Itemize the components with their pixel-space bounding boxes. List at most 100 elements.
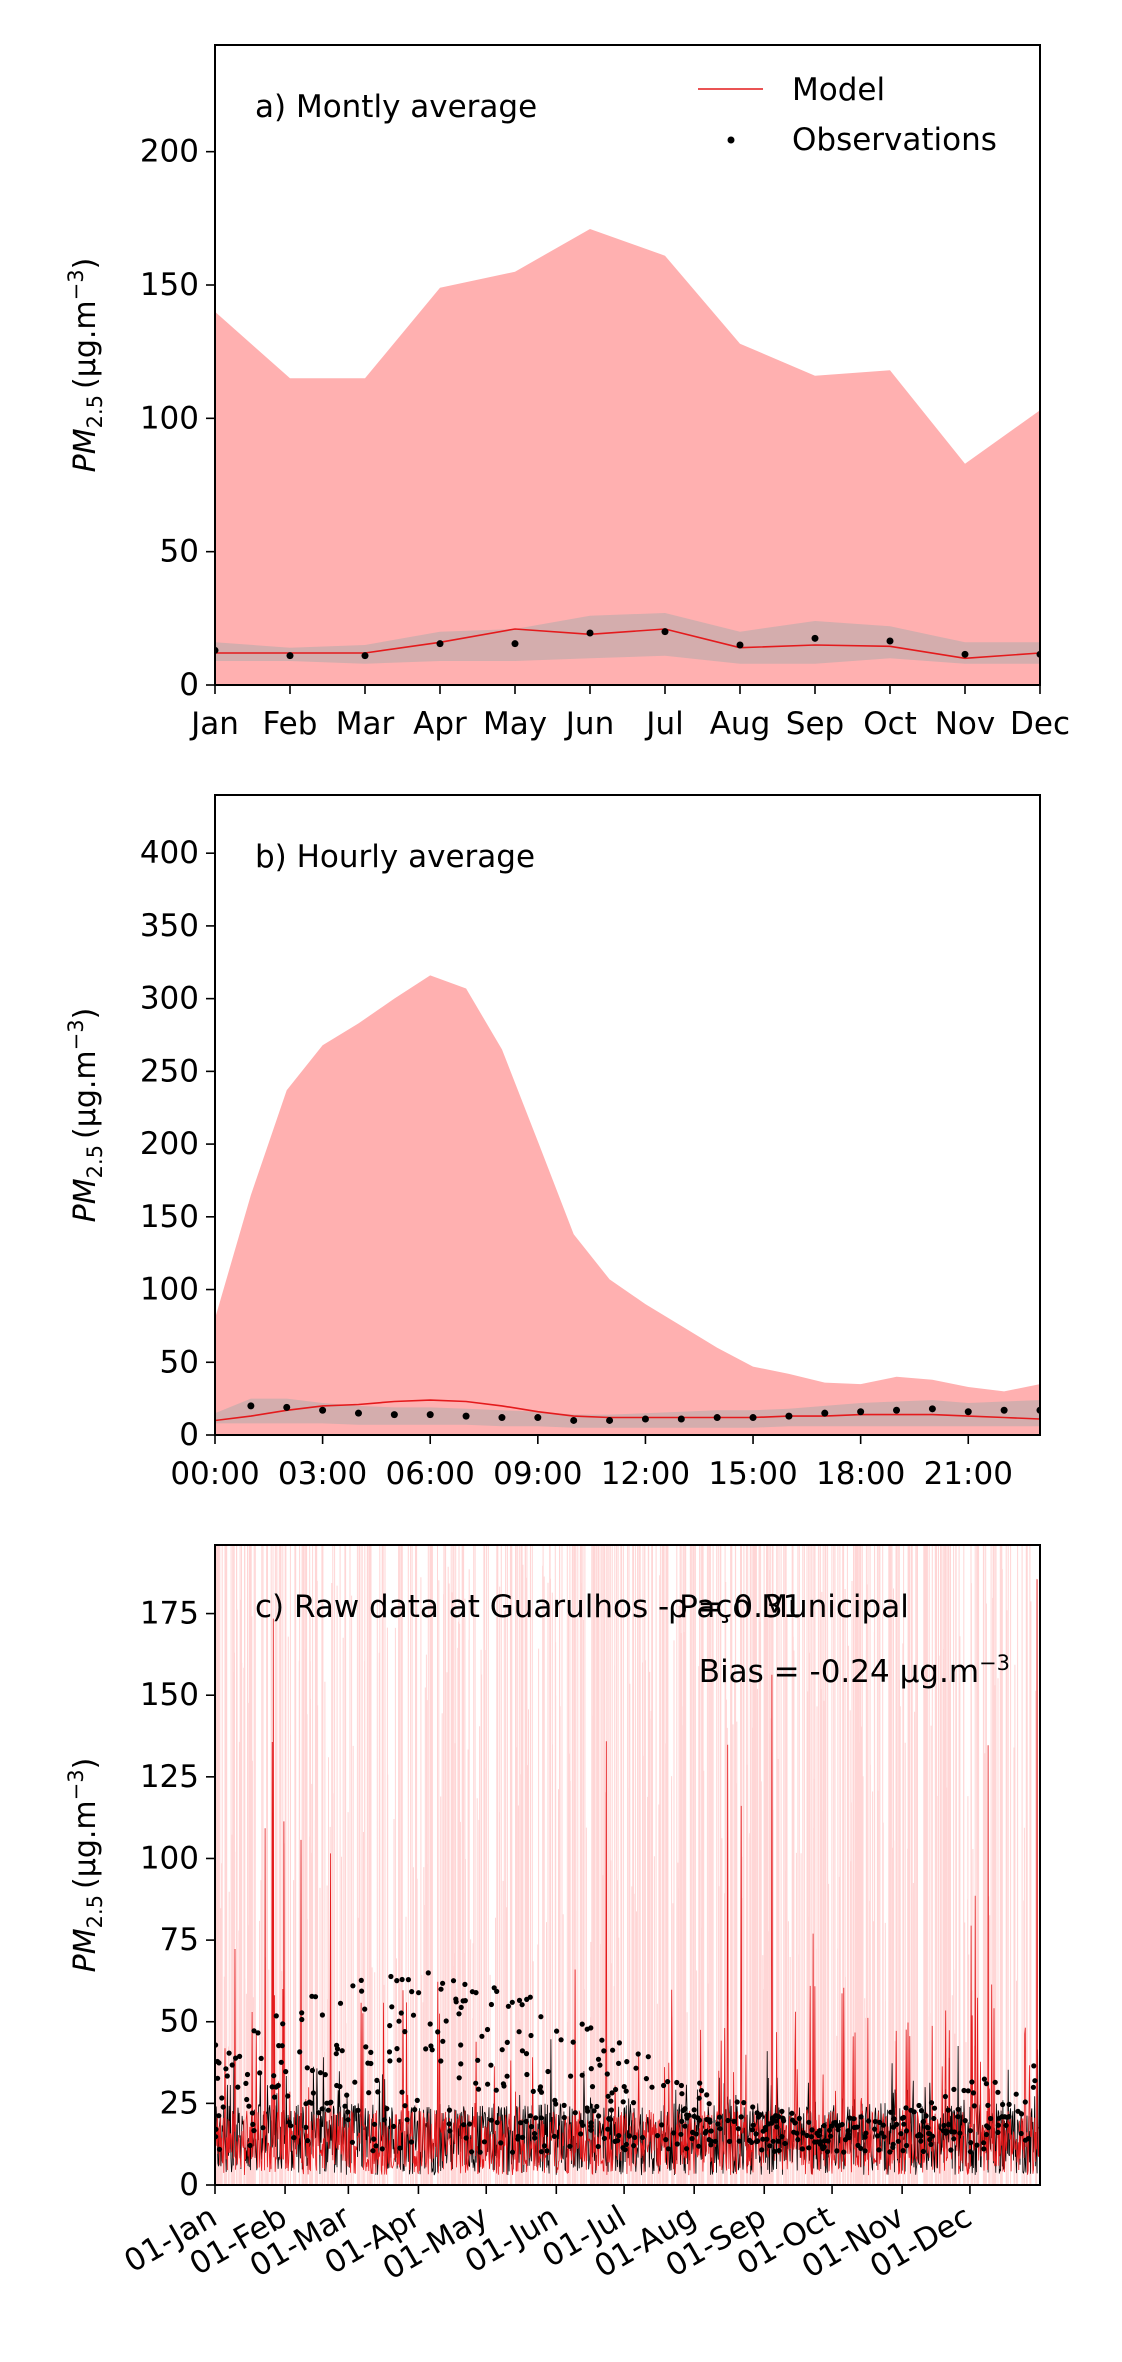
observation-raw-point xyxy=(229,2062,235,2068)
y-tick-label: 350 xyxy=(140,908,199,944)
observation-raw-point xyxy=(220,2104,226,2110)
observation-raw-point xyxy=(858,2114,864,2120)
observation-raw-point xyxy=(456,2075,462,2081)
observation-raw-point xyxy=(970,2090,977,2096)
observation-raw-point xyxy=(601,2048,607,2054)
observation-raw-point xyxy=(825,2138,831,2144)
observation-raw-point xyxy=(717,2126,723,2132)
observation-raw-point xyxy=(1032,2078,1038,2084)
observation-point xyxy=(661,628,669,636)
observation-raw-point xyxy=(523,2118,529,2124)
observation-raw-point xyxy=(440,2038,446,2044)
observation-raw-point xyxy=(715,2121,721,2127)
observation-raw-point xyxy=(620,2099,626,2105)
observation-raw-point xyxy=(423,2046,429,2052)
observation-raw-point xyxy=(1018,2130,1024,2137)
observation-raw-point xyxy=(469,2149,475,2155)
observation-raw-point xyxy=(438,2058,444,2064)
observation-raw-point xyxy=(876,2147,882,2153)
observation-raw-point xyxy=(255,2030,261,2036)
observation-raw-point xyxy=(604,2071,610,2077)
monthly-y-axis-label: PM2.5 (μg.m−3) xyxy=(64,258,107,473)
y-tick-label: 150 xyxy=(140,267,199,303)
y-tick-label: 0 xyxy=(179,1417,199,1453)
ylabel-close: ) xyxy=(68,258,103,270)
observation-raw-point xyxy=(291,2135,297,2141)
observation-raw-point xyxy=(344,2092,350,2098)
observation-raw-point xyxy=(399,1976,405,1983)
hourly-y-axis-label: PM2.5 (μg.m−3) xyxy=(64,1008,107,1223)
observation-raw-point xyxy=(243,2080,249,2086)
observation-raw-point xyxy=(835,2127,841,2133)
observation-raw-point xyxy=(890,2141,896,2147)
observation-raw-point xyxy=(965,2088,971,2094)
observation-raw-point xyxy=(285,2093,291,2099)
observation-raw-point xyxy=(702,2130,708,2136)
observation-raw-point xyxy=(488,2117,495,2123)
legend: Model Observations xyxy=(698,72,997,158)
observation-point xyxy=(570,1416,578,1424)
observation-raw-point xyxy=(851,2124,858,2131)
observation-raw-point xyxy=(726,2138,733,2144)
observation-raw-point xyxy=(697,2080,703,2086)
x-tick-label: Jun xyxy=(564,706,614,742)
observation-raw-point xyxy=(337,2083,343,2090)
observation-raw-point xyxy=(273,2013,279,2019)
observation-raw-point xyxy=(438,1986,444,1992)
observation-point xyxy=(498,1414,506,1422)
observation-point xyxy=(511,640,519,648)
bias-exp: −3 xyxy=(979,1651,1010,1675)
observation-raw-point xyxy=(678,2131,684,2137)
observation-raw-point xyxy=(931,2105,938,2111)
observation-raw-point xyxy=(257,2070,263,2076)
observation-raw-point xyxy=(749,2127,756,2133)
observation-raw-point xyxy=(371,2121,378,2127)
observation-raw-point xyxy=(881,2134,887,2140)
observation-raw-point xyxy=(996,2115,1002,2121)
observation-raw-point xyxy=(918,2108,925,2114)
y-tick-label: 150 xyxy=(140,1199,199,1235)
observation-raw-point xyxy=(804,2132,810,2139)
observation-raw-point xyxy=(488,2062,494,2068)
observation-raw-point xyxy=(544,2148,550,2154)
raw-stat-bias: Bias = -0.24 μg.m−3 xyxy=(699,1651,1010,1690)
observation-raw-point xyxy=(387,2058,393,2064)
observation-raw-point xyxy=(404,2117,410,2123)
x-tick-label: 00:00 xyxy=(170,1456,259,1492)
observation-raw-point xyxy=(528,2032,534,2039)
observation-raw-point xyxy=(572,2110,578,2116)
y-tick-label: 400 xyxy=(140,835,199,871)
observation-raw-point xyxy=(891,2116,897,2122)
observation-raw-point xyxy=(790,2117,796,2123)
observation-raw-point xyxy=(485,2081,491,2087)
observation-raw-point xyxy=(734,2099,740,2105)
observation-raw-point xyxy=(317,2070,324,2076)
observation-point xyxy=(283,1403,291,1411)
observation-raw-point xyxy=(620,2145,626,2151)
observation-raw-point xyxy=(538,2149,545,2155)
observation-raw-point xyxy=(345,2109,351,2115)
observation-point xyxy=(426,1411,434,1419)
observation-raw-point xyxy=(538,2014,544,2020)
observation-raw-point xyxy=(663,2137,669,2143)
ylabel-pm: PM xyxy=(68,1178,103,1222)
model-range-band xyxy=(215,229,1040,685)
observation-raw-point xyxy=(463,2135,469,2141)
monthly-plot-area xyxy=(215,229,1040,685)
observation-raw-point xyxy=(679,2091,685,2097)
observation-raw-point xyxy=(584,2105,590,2111)
observation-raw-point xyxy=(375,2089,381,2095)
observation-raw-point xyxy=(738,2114,744,2120)
observations-range-band xyxy=(215,1398,1040,1428)
observation-raw-point xyxy=(458,2042,464,2048)
observation-raw-point xyxy=(862,2148,868,2154)
observation-raw-point xyxy=(782,2140,788,2147)
observation-raw-point xyxy=(941,2122,947,2129)
observation-raw-point xyxy=(461,2122,467,2128)
observation-raw-point xyxy=(775,2138,781,2144)
observation-raw-point xyxy=(951,2136,957,2142)
panel-monthly: 0 50 100 150 200 Jan Feb Mar Apr May Jun Jul Aug Sep… xyxy=(64,44,1070,742)
observation-raw-point xyxy=(551,2133,558,2139)
observation-raw-point xyxy=(708,2128,714,2134)
observation-raw-point xyxy=(863,2130,869,2136)
